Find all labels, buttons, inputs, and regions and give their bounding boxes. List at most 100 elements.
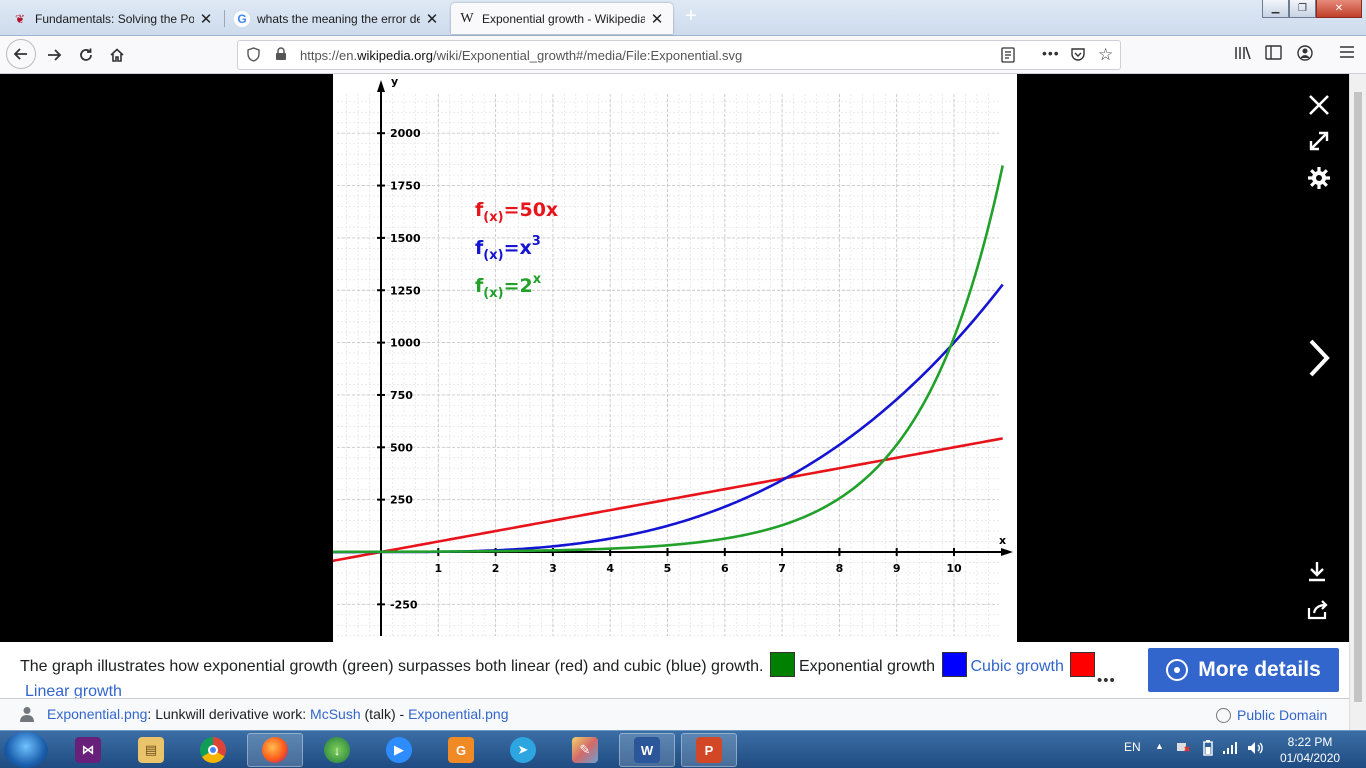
home-button[interactable] xyxy=(103,41,131,69)
settings-gear-icon[interactable] xyxy=(1305,164,1333,192)
taskbar-firefox[interactable] xyxy=(247,733,303,767)
pocket-icon[interactable] xyxy=(1070,47,1086,65)
taskbar-visual-studio[interactable]: ⋈ xyxy=(60,733,116,767)
back-button[interactable] xyxy=(6,39,36,69)
library-icon[interactable] xyxy=(1234,45,1251,65)
tab-separator xyxy=(224,10,225,27)
tab-title: Exponential growth - Wikipedia xyxy=(482,11,645,26)
y-tick-label: 2000 xyxy=(390,127,421,140)
tab-title: Fundamentals: Solving the Poi xyxy=(35,11,194,26)
legend-entry-cubic: f(x)=x3 xyxy=(475,234,541,263)
vertical-scrollbar[interactable] xyxy=(1349,74,1366,730)
legend-link-cubic[interactable]: Cubic growth xyxy=(970,658,1064,675)
home-icon xyxy=(110,48,124,62)
zoom-icon: ▶ xyxy=(386,737,412,763)
taskbar-pdf-editor[interactable]: G xyxy=(433,733,489,767)
author-link[interactable]: McSush xyxy=(310,706,361,722)
volume-icon[interactable] xyxy=(1247,741,1265,768)
taskbar-telegram[interactable]: ➤ xyxy=(495,733,551,767)
url-text[interactable]: https://en.wikipedia.org/wiki/Exponentia… xyxy=(300,48,742,63)
taskbar-word[interactable]: W xyxy=(619,733,675,767)
close-tab-icon[interactable]: ✕ xyxy=(199,10,213,28)
chart-ticks: 1 2 3 4 5 6 7 8 9 10 -250 250 500 750 1000 1250 1500 1750… xyxy=(377,127,962,611)
taskbar-zoom[interactable]: ▶ xyxy=(371,733,427,767)
taskbar-paint[interactable]: ✎ xyxy=(557,733,613,767)
address-bar[interactable]: https://en.wikipedia.org/wiki/Exponentia… xyxy=(237,40,1121,70)
account-icon[interactable] xyxy=(1297,45,1313,65)
credit-text: Exponential.png: Lunkwill derivative wor… xyxy=(47,706,509,722)
pdf-icon: G xyxy=(448,737,474,763)
taskbar-chrome[interactable] xyxy=(185,733,241,767)
clock-date: 01/04/2020 xyxy=(1280,751,1341,765)
download-icon[interactable] xyxy=(1305,558,1329,584)
url-domain: wikipedia.org xyxy=(357,48,433,63)
y-tick-label: 1000 xyxy=(390,337,421,350)
taskbar-file-explorer[interactable]: ▤ xyxy=(123,733,179,767)
sidebar-icon[interactable] xyxy=(1265,45,1282,64)
legend-link-linear[interactable]: Linear growth xyxy=(25,683,122,698)
forward-button[interactable] xyxy=(40,41,68,69)
taskbar-powerpoint[interactable]: P xyxy=(681,733,737,767)
close-viewer-icon[interactable] xyxy=(1305,91,1333,119)
close-window-button[interactable]: ✕ xyxy=(1316,0,1362,18)
x-tick-label: 2 xyxy=(492,562,500,575)
expand-caption-ellipsis[interactable]: ••• xyxy=(1097,672,1116,689)
taskbar-download-manager[interactable]: ↓ xyxy=(309,733,365,767)
forward-arrow-icon xyxy=(48,49,62,61)
share-icon[interactable] xyxy=(1305,597,1331,623)
legend-label-exponential: Exponential growth xyxy=(798,658,936,675)
minimize-button[interactable]: ▁ xyxy=(1262,0,1289,18)
network-icon[interactable] xyxy=(1176,740,1190,768)
start-button[interactable] xyxy=(4,732,48,768)
back-arrow-icon xyxy=(13,48,27,60)
google-g-icon: G xyxy=(234,10,250,27)
system-clock[interactable]: 8:22 PM 01/04/2020 xyxy=(1280,734,1340,766)
battery-icon[interactable] xyxy=(1203,740,1213,768)
chart-series xyxy=(333,165,1004,563)
new-tab-button[interactable]: + xyxy=(685,5,697,27)
user-icon xyxy=(20,707,34,722)
credit-talk[interactable]: (talk) xyxy=(360,706,396,722)
tab-exponential-growth[interactable]: W Exponential growth - Wikipedia ✕ xyxy=(451,3,673,34)
close-tab-icon[interactable]: ✕ xyxy=(425,10,439,28)
caption-text: The graph illustrates how exponential gr… xyxy=(20,652,1110,698)
word-icon: W xyxy=(634,737,660,763)
tab-strip: ❦ Fundamentals: Solving the Poi ✕ G what… xyxy=(0,0,1366,36)
file-link[interactable]: Exponential.png xyxy=(47,706,148,722)
next-image-chevron-icon[interactable] xyxy=(1303,336,1335,380)
lock-icon[interactable] xyxy=(275,47,287,64)
legend-swatch-cubic xyxy=(941,652,967,677)
y-axis-arrow xyxy=(377,80,385,92)
clock-time: 8:22 PM xyxy=(1287,735,1333,749)
source-link[interactable]: Exponential.png xyxy=(408,706,509,722)
caption-description: The graph illustrates how exponential gr… xyxy=(20,658,764,675)
chart-svg: xy 1 2 3 4 5 6 7 8 9 10-2502505007501000125015001… xyxy=(333,75,1013,637)
tab-fundamentals[interactable]: ❦ Fundamentals: Solving the Poi ✕ xyxy=(4,3,222,34)
shield-icon[interactable] xyxy=(247,47,260,65)
reload-button[interactable] xyxy=(72,41,100,69)
x-tick-label: 3 xyxy=(549,562,557,575)
bookmark-star-icon[interactable]: ☆ xyxy=(1098,45,1114,64)
signal-icon[interactable] xyxy=(1222,741,1238,768)
language-indicator[interactable]: EN xyxy=(1124,740,1141,754)
y-tick-label: 500 xyxy=(390,441,413,454)
more-details-button[interactable]: More details xyxy=(1148,648,1339,692)
tray-expand-icon[interactable]: ▲ xyxy=(1155,741,1164,751)
reader-view-icon[interactable] xyxy=(1001,47,1015,66)
restore-button[interactable]: ❐ xyxy=(1289,0,1316,18)
y-tick-label: 1750 xyxy=(390,180,421,193)
x-tick-label: 6 xyxy=(721,562,729,575)
fullscreen-icon[interactable] xyxy=(1305,127,1333,155)
menu-icon[interactable] xyxy=(1339,45,1355,63)
tab-google-search[interactable]: G whats the meaning the error de ✕ xyxy=(226,3,448,34)
page-actions-icon[interactable]: ••• xyxy=(1042,45,1060,61)
license-link[interactable]: Public Domain xyxy=(1216,707,1327,723)
license-label: Public Domain xyxy=(1237,707,1328,723)
taskbar: ⋈ ▤ ↓ ▶ G ➤ ✎ W P EN ▲ 8:22 PM 01/04/202… xyxy=(0,730,1366,768)
y-tick-label: -250 xyxy=(390,598,418,611)
close-tab-icon[interactable]: ✕ xyxy=(650,10,664,28)
x-axis-label: x xyxy=(999,534,1006,547)
legend-entry-exponential: f(x)=2x xyxy=(475,272,542,301)
scrollbar-thumb[interactable] xyxy=(1354,92,1362,702)
url-path: /wiki/Exponential_growth#/media/File:Exp… xyxy=(432,48,743,63)
